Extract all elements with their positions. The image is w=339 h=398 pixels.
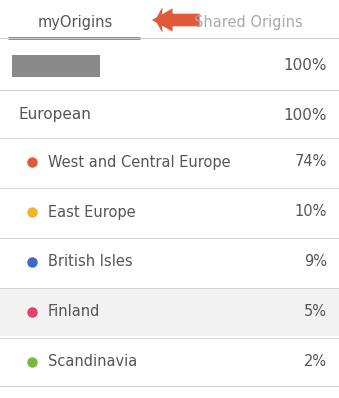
Text: European: European <box>18 107 91 123</box>
Text: East Europe: East Europe <box>48 205 136 220</box>
Text: 9%: 9% <box>304 254 327 269</box>
Text: 100%: 100% <box>283 59 327 74</box>
Text: 10%: 10% <box>295 205 327 220</box>
Text: myOrigins: myOrigins <box>37 14 113 29</box>
Text: Shared Origins: Shared Origins <box>194 14 302 29</box>
Bar <box>12 55 100 77</box>
Text: British Isles: British Isles <box>48 254 133 269</box>
Bar <box>0 288 339 336</box>
Text: 2%: 2% <box>304 355 327 369</box>
Text: Scandinavia: Scandinavia <box>48 355 137 369</box>
Polygon shape <box>149 6 201 34</box>
Text: Finland: Finland <box>48 304 100 320</box>
Text: 5%: 5% <box>304 304 327 320</box>
Text: 100%: 100% <box>283 107 327 123</box>
Text: 74%: 74% <box>295 154 327 170</box>
Text: West and Central Europe: West and Central Europe <box>48 154 231 170</box>
